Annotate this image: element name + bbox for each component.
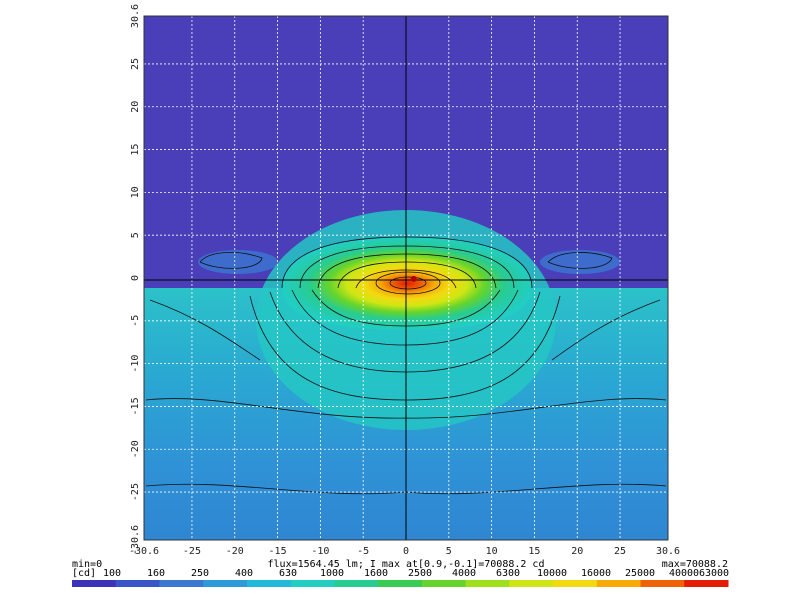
colorbar-label: 16000 [581, 568, 611, 579]
colorbar-label: 63000 [699, 568, 729, 579]
colorbar-label: 100 [103, 568, 121, 579]
peak-marker [410, 275, 417, 282]
colorbar-label: 1000 [320, 568, 344, 579]
colorbar-label: 160 [147, 568, 165, 579]
y-tick-label: -5 [130, 315, 141, 327]
flux-label: flux=1564.45 lm; I max at[0.9,-0.1]=7008… [268, 559, 545, 570]
colorbar-swatch [684, 580, 729, 587]
max-label: max=70088.2 [662, 559, 728, 570]
colorbar-swatch [72, 580, 117, 587]
x-tick-label: -10 [311, 546, 329, 557]
colorbar-swatch [640, 580, 685, 587]
y-tick-label: 0 [130, 275, 141, 281]
y-tick-label: 30.6 [130, 4, 141, 28]
x-tick-label: 20 [571, 546, 583, 557]
y-tick-label: -25 [130, 483, 141, 501]
y-tick-label: -15 [130, 397, 141, 415]
min-label: min=0 [72, 559, 102, 570]
side-lobe-left [198, 250, 278, 274]
colorbar-label: 40000 [669, 568, 699, 579]
y-tick-label: -30.6 [130, 525, 141, 555]
colorbar-unit: [cd] [72, 568, 96, 579]
x-tick-label: 10 [486, 546, 498, 557]
x-tick-label: 15 [528, 546, 540, 557]
colorbar-swatch [159, 580, 204, 587]
colorbar-swatch [553, 580, 598, 587]
hot-spot-region [282, 237, 532, 330]
colorbar-swatch [378, 580, 423, 587]
y-tick-label: -20 [130, 440, 141, 458]
colorbar-swatch [334, 580, 379, 587]
plot-frame [143, 15, 669, 541]
x-tick-label: 30.6 [656, 546, 680, 557]
colorbar-swatch [290, 580, 335, 587]
x-tick-label: -20 [226, 546, 244, 557]
x-tick-label: -25 [183, 546, 201, 557]
colorbar-label: 10000 [537, 568, 567, 579]
side-lobe-right [540, 250, 620, 274]
colorbar [72, 580, 729, 587]
colorbar-label: 6300 [496, 568, 520, 579]
colorbar-swatch [465, 580, 510, 587]
colorbar-labels: 100 160 250 400 630 1000 1600 2500 4000 6300 10000… [103, 568, 729, 579]
y-tick-label: 20 [130, 101, 141, 113]
colorbar-label: 25000 [625, 568, 655, 579]
colorbar-swatch [203, 580, 248, 587]
colorbar-swatch [421, 580, 467, 587]
colorbar-swatch [596, 580, 642, 587]
y-axis-ticks: 30.6 25 20 15 10 5 0 -5 -10 -15 -20 -25 -30.6 [130, 4, 141, 555]
colorbar-swatch [246, 580, 292, 587]
colorbar-label: 400 [235, 568, 253, 579]
colorbar-label: 1600 [364, 568, 388, 579]
x-tick-label: 0 [403, 546, 409, 557]
x-tick-label: 25 [614, 546, 626, 557]
colorbar-swatch [115, 580, 160, 587]
x-tick-label: 5 [446, 546, 452, 557]
x-tick-label: -30.6 [129, 546, 159, 557]
colorbar-swatch [509, 580, 554, 587]
y-tick-label: 15 [130, 144, 141, 156]
colorbar-label: 4000 [452, 568, 476, 579]
x-tick-label: -5 [357, 546, 369, 557]
y-tick-label: -10 [130, 355, 141, 373]
colorbar-label: 250 [191, 568, 209, 579]
colorbar-label: 2500 [408, 568, 432, 579]
y-tick-label: 25 [130, 58, 141, 70]
colorbar-label: 630 [279, 568, 297, 579]
x-tick-label: -15 [269, 546, 287, 557]
y-tick-label: 10 [130, 186, 141, 198]
y-tick-label: 5 [130, 232, 141, 238]
x-axis-ticks: -30.6 -25 -20 -15 -10 -5 0 5 10 15 20 25 30.6 [129, 546, 680, 557]
